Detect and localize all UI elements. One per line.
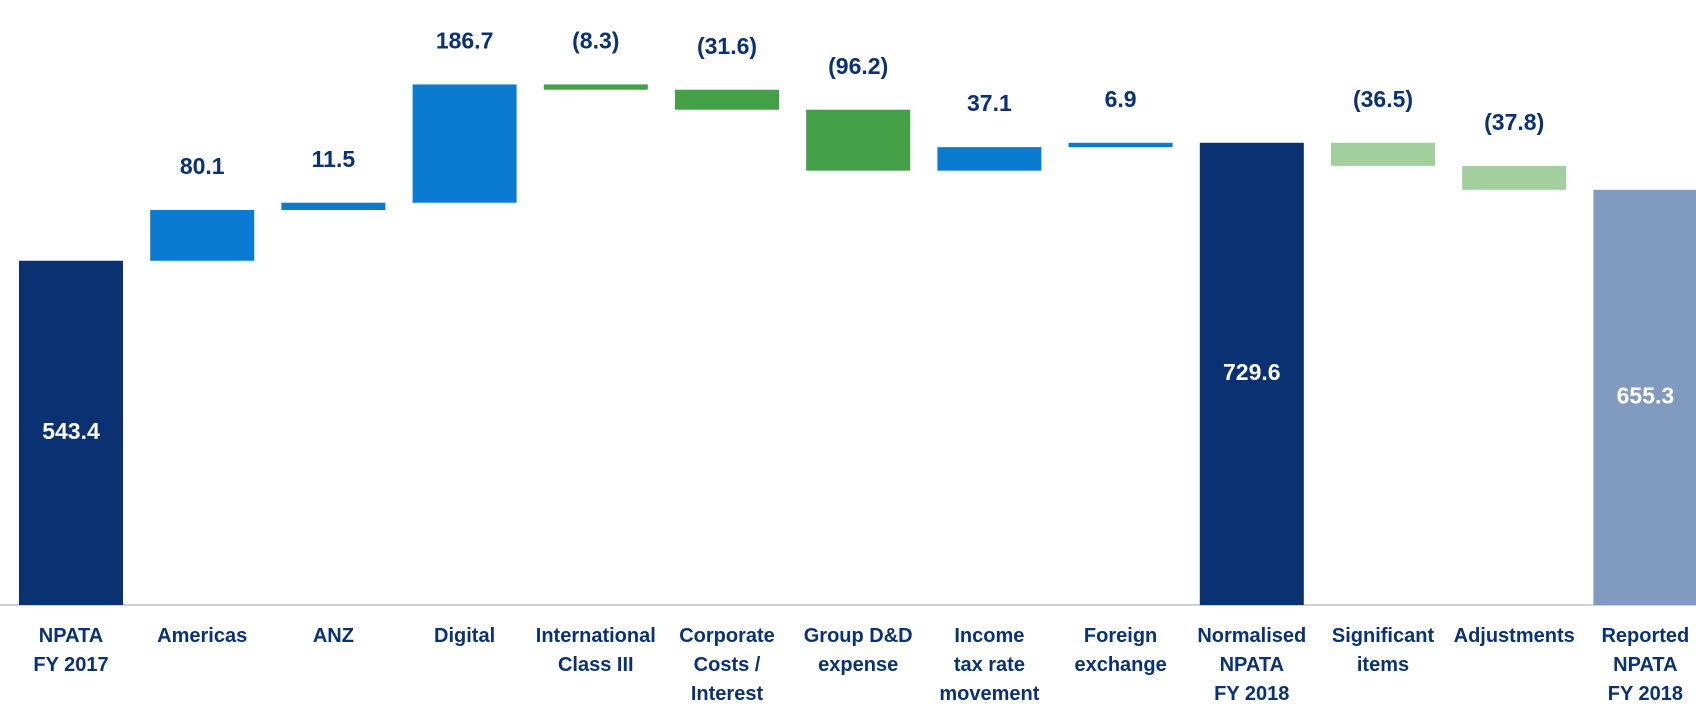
value-label: 186.7 [436,28,494,54]
value-label: 655.3 [1617,383,1675,409]
x-tick-label: Corporate Costs / Interest [679,625,775,705]
x-tick-label: Digital [434,625,496,647]
value-label: 6.9 [1105,86,1137,112]
bar [412,84,517,203]
x-tick-label: International Class III [535,625,656,676]
value-label: 37.1 [967,90,1012,116]
x-tick-label: Adjustments [1453,625,1575,647]
bar [1068,142,1173,148]
bar [150,210,255,261]
bar [1593,189,1696,605]
bar [1199,142,1304,605]
x-tick-label: Group D&D expense [803,625,913,676]
bar [937,147,1042,171]
bar [1462,165,1567,190]
value-label: (36.5) [1353,86,1413,112]
x-tick-label: Reported NPATA FY 2018 [1601,625,1690,705]
x-tick-label: Significant items [1331,625,1435,676]
bar [19,260,123,605]
value-label: 80.1 [180,153,225,179]
value-label: (37.8) [1484,109,1544,135]
x-tick-label: Normalised NPATA FY 2018 [1197,625,1307,705]
x-tick-label: NPATA FY 2017 [33,625,109,676]
x-tick-label: Americas [157,625,248,647]
bar [543,84,648,90]
bar [806,109,911,171]
x-tick-label: Income tax rate movement [939,625,1040,705]
value-label: (8.3) [572,28,619,54]
bar [281,202,386,211]
value-label: (96.2) [828,53,888,79]
value-label: 543.4 [42,418,100,444]
value-label: (31.6) [697,33,757,59]
value-label: 11.5 [312,146,356,172]
bar [1331,142,1435,166]
bar [675,89,779,110]
x-tick-label: ANZ [312,625,354,647]
x-tick-label: Foreign exchange [1074,625,1167,676]
value-label: 729.6 [1223,359,1281,385]
